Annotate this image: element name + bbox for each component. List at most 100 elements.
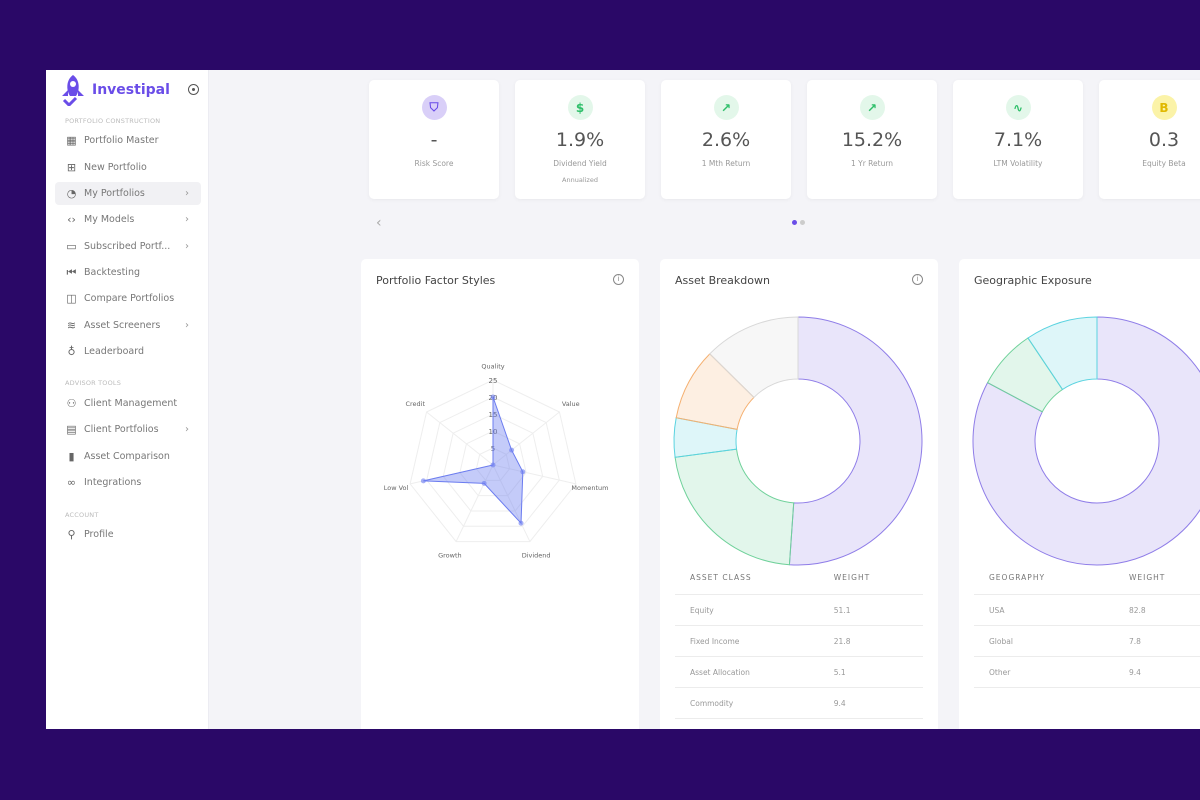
info-icon[interactable]: i: [613, 274, 624, 285]
user-icon: ⚲: [67, 528, 76, 541]
chevron-right-icon: ›: [185, 241, 189, 252]
sidebar-item-label: Portfolio Master: [84, 135, 159, 146]
carousel-dot-1[interactable]: [792, 220, 797, 225]
trending-up-icon: ↗: [859, 95, 885, 120]
sidebar-item-backtesting[interactable]: ⏮ Backtesting: [55, 261, 201, 284]
link-icon: ∞: [66, 476, 77, 489]
radar-axis-label: Dividend: [522, 552, 551, 560]
weight-cell: 9.4: [818, 687, 923, 719]
column-header: GEOGRAPHY: [974, 564, 1114, 595]
radar-point[interactable]: [520, 469, 526, 475]
stat-value: 1.9%: [555, 129, 605, 151]
award-icon: ♁: [67, 345, 76, 358]
logo[interactable]: Investipal: [60, 74, 170, 106]
table-row: Asset Allocation 5.1: [675, 656, 923, 688]
radar-axis: [492, 464, 531, 542]
sidebar-item-label: Subscribed Portf...: [84, 241, 171, 252]
radar-chart: Quality Value Momentum Dividend Growth Low Vo…: [384, 363, 609, 560]
column-header: ASSET CLASS: [675, 564, 819, 595]
table-header: ASSET CLASS WEIGHT: [675, 564, 923, 595]
stat-card-risk-score: ⛉ - Risk Score: [369, 80, 499, 199]
table-header: GEOGRAPHY WEIGHT: [974, 564, 1200, 595]
activity-icon: ∿: [1005, 95, 1031, 120]
sidebar-item-asset-comparison[interactable]: ▮ Asset Comparison: [55, 445, 201, 468]
carousel-prev-button[interactable]: ‹: [376, 215, 382, 231]
weight-cell: 51.1: [818, 594, 923, 626]
radar-grid-ring: [426, 396, 560, 527]
radar-point[interactable]: [420, 478, 426, 484]
asset-breakdown-card: Asset Breakdown i ASSET CLASS WEIGHT Equit…: [660, 259, 938, 729]
stat-value: 7.1%: [993, 129, 1043, 151]
rocket-logo-icon: [62, 75, 84, 106]
weight-cell: 9.4: [1113, 656, 1200, 688]
sidebar-item-label: Asset Screeners: [84, 320, 161, 331]
sidebar-item-compare-portfolios[interactable]: ◫ Compare Portfolios: [55, 287, 201, 310]
sidebar-item-client-portfolios[interactable]: ▤ Client Portfolios ›: [55, 418, 201, 441]
sidebar-section-title: PORTFOLIO CONSTRUCTION: [65, 117, 161, 125]
donut-slice-usa[interactable]: [972, 316, 1200, 566]
radar-point[interactable]: [518, 520, 524, 526]
chevron-right-icon: ›: [185, 320, 189, 331]
dollar-icon: $: [567, 95, 593, 120]
radar-series-area: [423, 396, 524, 525]
plus-square-icon: ⊞: [66, 161, 77, 174]
donut-slice-equity[interactable]: [788, 316, 923, 566]
app-window: Investipal PORTFOLIO CONSTRUCTION ▦ Portfo…: [46, 70, 1200, 729]
code-icon: ‹›: [67, 213, 76, 226]
table-row: Fixed Income 21.8: [675, 625, 923, 657]
stat-sublabel: Annualized: [562, 176, 598, 184]
stat-label: Equity Beta: [1142, 159, 1186, 168]
stat-card-equity-beta: B 0.3 Equity Beta: [1099, 80, 1200, 199]
sidebar-item-label: New Portfolio: [84, 162, 147, 173]
sidebar-item-subscribed-portf-[interactable]: ▭ Subscribed Portf... ›: [55, 235, 201, 258]
columns-icon: ◫: [66, 292, 77, 305]
radar-point[interactable]: [509, 447, 515, 453]
sidebar-item-profile[interactable]: ⚲ Profile: [55, 523, 201, 546]
chevron-right-icon: ›: [185, 424, 189, 435]
donut-slice-remainder[interactable]: [709, 316, 799, 399]
radar-grid-ring: [459, 430, 527, 497]
category-cell: Asset Allocation: [675, 656, 819, 688]
pie-icon: ◔: [66, 187, 77, 200]
stat-value: 15.2%: [841, 129, 903, 151]
column-header: WEIGHT: [1113, 564, 1200, 595]
sidebar-item-asset-screeners[interactable]: ≋ Asset Screeners ›: [55, 314, 201, 337]
radar-grid-ring: [409, 379, 577, 543]
radar-axis: [492, 464, 576, 485]
radar-point[interactable]: [481, 480, 487, 486]
donut-slice-fixed-income[interactable]: [674, 448, 795, 566]
radar-tick-label: 25: [489, 377, 498, 385]
category-cell: Global: [974, 625, 1114, 657]
stat-value: 2.6%: [701, 129, 751, 151]
sidebar-item-client-management[interactable]: ⚇ Client Management: [55, 392, 201, 415]
radar-axis: [426, 411, 494, 466]
sidebar-item-my-portfolios[interactable]: ◔ My Portfolios ›: [55, 182, 201, 205]
weight-cell: 82.8: [1113, 594, 1200, 626]
sidebar-item-my-models[interactable]: ‹› My Models ›: [55, 208, 201, 231]
card-title: Geographic Exposure: [974, 274, 1092, 287]
stat-label: 1 Mth Return: [701, 159, 751, 168]
radar-axis: [455, 464, 494, 542]
layers-icon: ≋: [66, 319, 77, 332]
weight-cell: 5.1: [818, 656, 923, 688]
donut-slice-other[interactable]: [1027, 316, 1098, 391]
grid-icon: ▦: [66, 134, 77, 147]
radar-point[interactable]: [490, 394, 496, 400]
radar-axis-label: Quality: [481, 363, 504, 371]
info-icon[interactable]: i: [912, 274, 923, 285]
chevron-right-icon: ›: [185, 214, 189, 225]
sidebar-item-label: Compare Portfolios: [84, 293, 175, 304]
collapse-sidebar-button[interactable]: [188, 84, 199, 95]
sidebar-item-leaderboard[interactable]: ♁ Leaderboard: [55, 340, 201, 363]
brand-name: Investipal: [92, 82, 170, 98]
stat-label: LTM Volatility: [993, 159, 1043, 168]
radar-point[interactable]: [490, 462, 496, 468]
sidebar-item-integrations[interactable]: ∞ Integrations: [55, 471, 201, 494]
sidebar-item-portfolio-master[interactable]: ▦ Portfolio Master: [55, 129, 201, 152]
stat-value: -: [430, 129, 438, 151]
chevron-right-icon: ›: [185, 188, 189, 199]
sidebar-item-new-portfolio[interactable]: ⊞ New Portfolio: [55, 156, 201, 179]
geo-donut-chart: [972, 316, 1200, 566]
carousel-dot-2[interactable]: [800, 220, 805, 225]
geo-table: GEOGRAPHY WEIGHT USA 82.8 Global 7.8 Other 9.4: [974, 564, 1200, 688]
